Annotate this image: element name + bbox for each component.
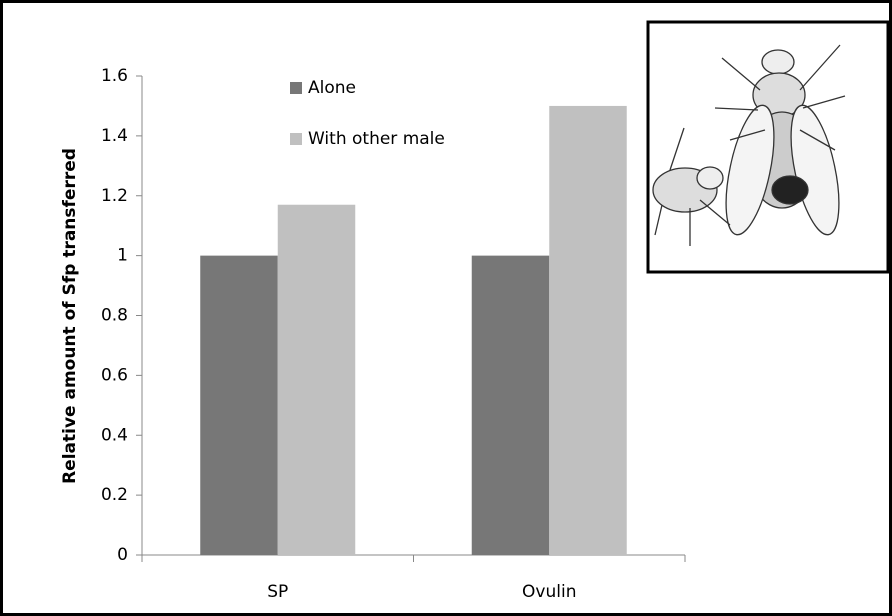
y-tick-label: 0.4 [101,425,128,445]
y-tick-label: 1.2 [101,186,128,206]
legend-label: With other male [308,129,445,149]
y-tick-label: 0 [117,545,128,565]
legend-label: Alone [308,78,356,98]
legend-swatch [290,133,302,145]
bar [472,256,550,555]
page: {"chart_data": {"type": "bar", "y_axis_l… [0,0,892,616]
x-tick-label: SP [267,582,288,602]
bar [200,256,278,555]
bar [549,106,627,555]
chart: Relative amount of Sfp transferred 0 0.2 0… [0,0,892,616]
legend-swatch [290,82,302,94]
y-tick-label: 1.4 [101,126,128,146]
y-axis-label: Relative amount of Sfp transferred [60,148,80,484]
y-tick-label: 1 [117,246,128,266]
y-tick-label: 1.6 [101,66,128,86]
bar [278,205,356,555]
x-tick-label: Ovulin [522,582,576,602]
y-tick-label: 0.8 [101,306,128,326]
y-tick-label: 0.6 [101,365,128,385]
y-tick-label: 0.2 [101,485,128,505]
fly-illustration [648,22,888,272]
